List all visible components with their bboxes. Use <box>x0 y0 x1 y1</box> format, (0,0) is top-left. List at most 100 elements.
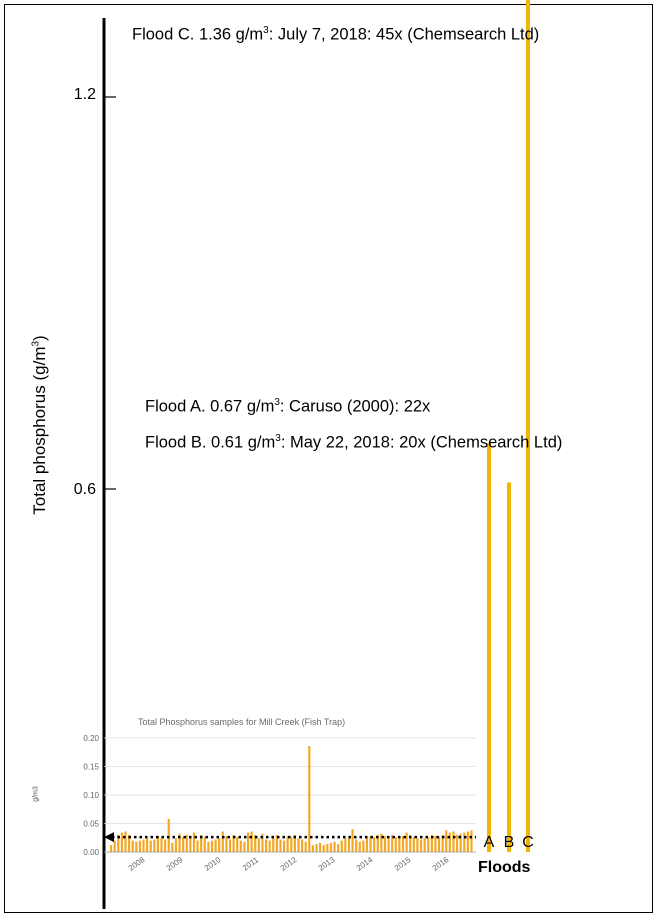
inset-bar <box>437 837 441 852</box>
inset-bar <box>228 839 232 852</box>
inset-x-tick-label: 2009 <box>165 855 185 873</box>
inset-y-tick-label: 0.15 <box>83 763 99 772</box>
inset-chart-title: Total Phosphorus samples for Mill Creek … <box>138 717 346 727</box>
y-tick-label: 1.2 <box>73 86 96 103</box>
inset-bar <box>369 836 372 852</box>
inset-bar <box>340 840 343 852</box>
inset-bar <box>200 834 203 852</box>
inset-bar <box>441 834 444 852</box>
inset-bar <box>236 837 239 852</box>
x-axis-label: Floods <box>478 859 531 876</box>
inset-bar <box>246 832 250 852</box>
inset-bar <box>185 834 188 852</box>
inset-bar <box>117 834 120 852</box>
flood-label-c: C <box>522 834 534 851</box>
flood-bar-c <box>526 0 530 852</box>
inset-bar <box>322 845 325 852</box>
flood-bar-a <box>487 443 491 852</box>
inset-y-axis-label: g/m3 <box>32 786 40 802</box>
inset-bar <box>167 818 170 852</box>
inset-bar <box>124 831 127 852</box>
inset-bar <box>153 839 156 852</box>
inset-bar <box>128 834 131 852</box>
inset-bar <box>250 831 253 852</box>
inset-bar <box>286 836 289 852</box>
annotation-flood-b: Flood B. 0.61 g/m3: May 22, 2018: 20x (C… <box>145 433 563 452</box>
inset-bar <box>264 839 268 852</box>
inset-y-tick-label: 0.05 <box>83 820 99 829</box>
inset-x-tick-label: 2012 <box>279 855 299 873</box>
inset-bar <box>459 833 462 852</box>
inset-bar <box>138 840 141 852</box>
inset-bar <box>344 838 347 852</box>
inset-bar <box>409 834 412 852</box>
inset-bar <box>192 832 196 852</box>
inset-bar <box>156 836 160 852</box>
inset-bar <box>257 838 260 852</box>
inset-bar <box>355 839 358 852</box>
inset-bar <box>301 839 304 852</box>
inset-bar <box>326 844 329 852</box>
inset-bar <box>470 830 473 852</box>
inset-bar <box>419 839 423 852</box>
inset-bar <box>315 844 318 852</box>
inset-bar <box>182 837 185 852</box>
figure-frame <box>4 4 653 913</box>
inset-bar <box>174 838 178 852</box>
inset-bar <box>398 838 401 852</box>
inset-bar <box>394 837 397 852</box>
inset-bar <box>232 834 235 852</box>
inset-x-tick-label: 2013 <box>317 855 337 873</box>
inset-bar <box>214 839 217 852</box>
inset-bar <box>311 845 314 852</box>
inset-bar <box>178 833 181 852</box>
inset-bar <box>365 838 369 852</box>
inset-bar <box>362 840 365 852</box>
inset-bar <box>448 832 451 852</box>
inset-bar <box>416 838 419 852</box>
inset-x-tick-label: 2015 <box>393 855 413 873</box>
inset-bar <box>387 838 390 852</box>
inset-bar <box>279 839 282 852</box>
inset-bar <box>427 837 430 852</box>
y-tick-label: 0.6 <box>73 481 96 498</box>
inset-bar <box>376 834 379 852</box>
inset-bar <box>275 834 278 852</box>
inset-bar <box>308 745 311 852</box>
inset-bar <box>196 840 199 852</box>
inset-bar <box>160 838 163 852</box>
inset-y-tick-label: 0.20 <box>83 734 99 743</box>
flood-bar-b <box>507 482 511 852</box>
inset-bar <box>455 834 459 852</box>
inset-bar <box>203 837 206 852</box>
inset-y-tick-label: 0.10 <box>83 791 99 800</box>
inset-x-tick-label: 2008 <box>127 855 147 873</box>
inset-bar <box>293 834 296 852</box>
reference-arrow-icon <box>104 832 114 843</box>
inset-bar <box>351 829 354 852</box>
inset-bar <box>254 834 257 852</box>
inset-bar <box>297 838 300 852</box>
inset-x-tick-label: 2010 <box>203 855 223 873</box>
inset-bar <box>401 836 405 852</box>
inset-bar <box>142 839 145 852</box>
inset-bar <box>113 840 116 852</box>
inset-bar <box>405 832 408 852</box>
inset-bar <box>120 832 123 852</box>
flood-label-a: A <box>483 834 495 851</box>
inset-bar <box>261 833 264 852</box>
annotation-flood-c: Flood C. 1.36 g/m3: July 7, 2018: 45x (C… <box>132 25 540 44</box>
inset-x-tick-label: 2014 <box>355 855 375 873</box>
inset-bar <box>391 834 394 852</box>
inset-x-tick-label: 2016 <box>431 855 451 873</box>
inset-bar <box>319 842 322 852</box>
flood-label-b: B <box>503 834 515 851</box>
inset-bar <box>282 840 286 852</box>
inset-bar <box>218 838 221 852</box>
inset-bar <box>347 837 351 852</box>
inset-bar <box>452 831 455 852</box>
inset-bar <box>430 834 433 852</box>
inset-bar <box>171 842 174 852</box>
inset-bar <box>304 841 307 852</box>
